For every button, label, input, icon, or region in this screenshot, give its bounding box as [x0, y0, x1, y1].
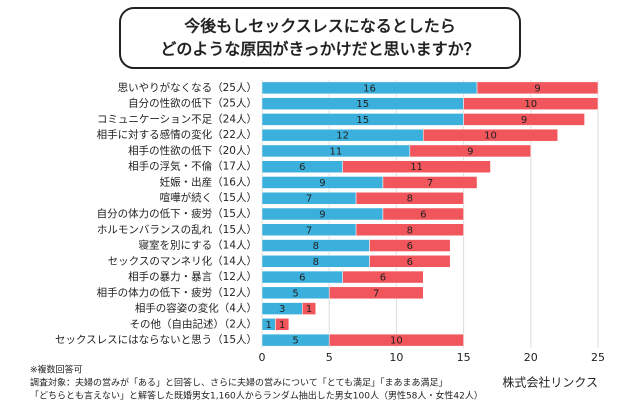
data-label: 15 — [356, 99, 369, 110]
bar-segment — [463, 97, 599, 110]
data-label: 9 — [467, 146, 473, 157]
y-tick-label: セックスレスにはならないと思う（15人） — [55, 334, 257, 346]
data-label: 8 — [407, 194, 413, 205]
data-label: 6 — [407, 257, 413, 268]
data-label: 10 — [484, 131, 497, 142]
y-tick-label: ホルモンバランスの乱れ（15人） — [97, 224, 257, 236]
data-label: 1 — [266, 320, 272, 331]
data-label: 6 — [299, 162, 305, 173]
bar-segment — [355, 191, 464, 205]
data-label: 10 — [524, 99, 537, 110]
data-label: 7 — [427, 178, 433, 189]
bar-segment — [369, 239, 451, 252]
y-tick-label: コミュニケーション不足（24人） — [97, 113, 257, 125]
title-box — [119, 7, 521, 69]
data-label: 7 — [373, 288, 379, 299]
bar-segment — [382, 176, 478, 189]
y-tick-label: 自分の性欲の低下（25人） — [128, 97, 257, 110]
y-tick-label: 喧嘩が続く（15人） — [160, 191, 257, 204]
bar-segment — [342, 270, 424, 284]
x-tick-label: 10 — [389, 351, 403, 364]
y-tick-label: 相手の浮気・不倫（17人） — [128, 160, 257, 173]
data-label: 3 — [279, 304, 285, 315]
x-tick-label: 15 — [457, 351, 471, 364]
bar-segment — [328, 286, 424, 300]
x-tick-label: 25 — [591, 351, 605, 364]
data-label: 9 — [319, 178, 325, 189]
y-tick-label: 寝室を別にする（14人） — [139, 239, 257, 252]
data-label: 9 — [319, 210, 325, 221]
x-tick-label: 5 — [326, 351, 333, 364]
y-tick-label: 相手の体力の低下・疲労（12人） — [97, 286, 257, 299]
data-label: 6 — [380, 273, 386, 284]
y-tick-label: 妊娠・出産（16人） — [160, 175, 257, 188]
data-label: 6 — [420, 210, 426, 221]
bar-segment — [369, 255, 451, 268]
data-label: 5 — [292, 288, 298, 299]
bar-segment — [342, 160, 491, 173]
x-tick-label: 0 — [259, 351, 266, 364]
data-label: 7 — [306, 194, 312, 205]
data-label: 6 — [407, 241, 413, 252]
chart-title: どのような原因がきっかけだと思いますか？ — [160, 40, 479, 59]
bar-segment — [409, 144, 532, 158]
bar-segment — [302, 302, 317, 315]
y-tick-label: 相手の暴力・暴言（12人） — [128, 270, 257, 283]
data-label: 16 — [363, 83, 376, 94]
source: 株式会社リンクス — [502, 375, 598, 390]
data-label: 5 — [292, 336, 298, 347]
y-tick-label: 相手に対する感情の変化（22人） — [97, 128, 257, 141]
data-label: 12 — [336, 131, 349, 142]
bar-segment — [275, 318, 290, 331]
bar-segment — [355, 223, 464, 237]
y-tick-label: 相手の性欲の低下（20人） — [128, 144, 257, 157]
data-label: 11 — [410, 162, 423, 173]
data-label: 6 — [299, 273, 305, 284]
note: 「どちらとも言えない」と解答した既婚男女1,160人からランダム抽出した男女10… — [30, 390, 483, 402]
bar-segment — [328, 333, 464, 347]
data-label: 8 — [313, 257, 319, 268]
data-label: 15 — [356, 115, 369, 126]
bar-segment — [382, 207, 464, 221]
x-tick-label: 20 — [524, 351, 538, 364]
data-label: 11 — [330, 146, 343, 157]
data-label: 8 — [313, 241, 319, 252]
data-label: 9 — [521, 115, 527, 126]
data-label: 9 — [534, 83, 540, 94]
data-label: 1 — [306, 304, 312, 315]
y-tick-label: セックスのマンネリ化（14人） — [108, 254, 257, 267]
data-label: 10 — [390, 336, 403, 347]
y-tick-label: 自分の体力の低下・疲労（15人） — [97, 207, 257, 220]
y-tick-label: その他（自由記述）（2人） — [130, 317, 257, 330]
note: ※複数回答可 — [30, 364, 83, 376]
data-label: 1 — [279, 320, 285, 331]
bar-segment — [476, 81, 599, 95]
data-label: 7 — [306, 225, 312, 236]
bar-segment — [423, 128, 558, 142]
bar-segment — [463, 113, 585, 126]
note: 調査対象：夫婦の営みが「ある」と回答し、さらに夫婦の営みについて「とても満足」「… — [30, 377, 448, 389]
data-label: 8 — [407, 225, 413, 236]
y-tick-label: 思いやりがなくなる（25人） — [118, 81, 257, 94]
chart-title: 今後もしセックスレスになるとしたら — [183, 17, 456, 36]
y-tick-label: 相手の容姿の変化（4人） — [135, 302, 257, 315]
